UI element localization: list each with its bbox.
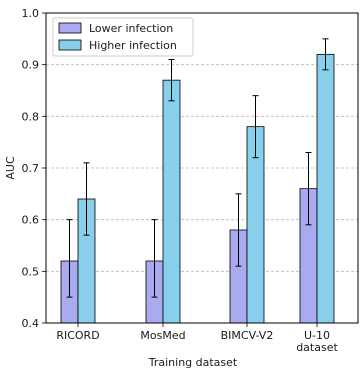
x-tick-label: U-10 [304, 329, 330, 342]
y-axis-label: AUC [4, 156, 17, 180]
y-axis-ticks: 0.4 0.5 0.6 0.7 0.8 0.9 1.0 [22, 7, 46, 330]
x-axis-label: Training dataset [148, 356, 238, 369]
legend-swatch-lower-infection [58, 22, 82, 34]
legend-label-higher-infection: Higher infection [89, 39, 177, 52]
y-tick-label: 0.9 [22, 59, 40, 72]
y-tick-label: 0.5 [22, 265, 40, 278]
legend-label-lower-infection: Lower infection [89, 22, 173, 35]
bar-higher-infection-u-10-dataset [316, 53, 335, 324]
x-tick-label: dataset [296, 341, 338, 354]
y-tick-label: 0.8 [22, 110, 40, 123]
error-bars [66, 38, 329, 298]
legend: Lower infection Higher infection [52, 17, 194, 57]
y-tick-label: 0.4 [22, 317, 40, 330]
bars [60, 53, 335, 324]
x-tick-label: RICORD [56, 329, 99, 342]
x-tick-label: BIMCV-V2 [221, 329, 274, 342]
bar-higher-infection-mosmed [162, 79, 181, 324]
y-tick-label: 1.0 [22, 7, 40, 20]
y-tick-label: 0.6 [22, 214, 40, 227]
y-tick-label: 0.7 [22, 162, 40, 175]
x-tick-label: MosMed [140, 329, 185, 342]
legend-box [52, 17, 194, 57]
legend-swatch-higher-infection [58, 39, 82, 51]
